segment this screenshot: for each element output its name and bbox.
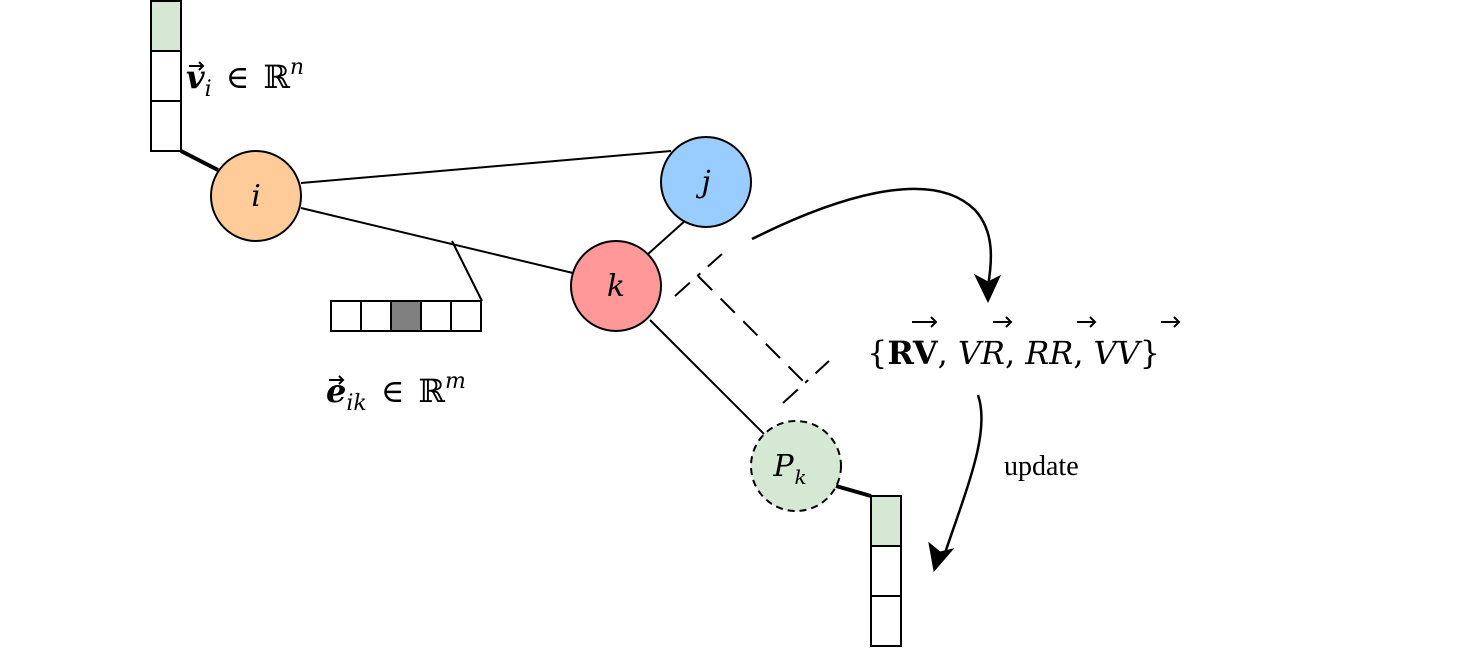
node-pk-circle <box>750 420 842 512</box>
node-vector-cell-highlight <box>150 0 182 52</box>
bracket-bottom <box>782 360 830 404</box>
relation-vr-accent-icon <box>993 316 1013 328</box>
relation-rr: RR <box>1024 334 1073 372</box>
pk-vector-cell-highlight <box>870 495 902 547</box>
edge-vector-connector <box>451 240 483 302</box>
node-k: k <box>570 240 662 332</box>
node-k-circle <box>570 240 662 332</box>
node-vector-connector <box>180 149 219 172</box>
bracket-middle <box>697 275 807 385</box>
relation-rv: RV <box>887 334 938 372</box>
curved-arrow-to-set <box>751 187 993 287</box>
relation-rr-accent-icon <box>1077 316 1097 328</box>
pk-vector-cell <box>870 595 902 647</box>
node-i-label: i <box>251 179 261 214</box>
node-i-circle <box>210 150 302 242</box>
node-pk: Pk <box>750 420 842 512</box>
node-vector-accent-icon <box>189 61 205 71</box>
node-j: j <box>660 136 752 228</box>
curved-arrow-to-set-head-icon <box>973 273 1002 304</box>
update-label: update <box>1004 451 1079 482</box>
relation-set-formula: {RV, VR, RR, VV} <box>867 334 1160 372</box>
node-vector-column <box>150 0 182 152</box>
edge-vector-cell <box>330 300 362 332</box>
edge-vector-cell-highlight <box>390 300 422 332</box>
node-vector-label: vi∈ℝn ⃗ <box>186 55 304 102</box>
relation-set: {RV, VR, RR, VV} <box>867 334 1160 372</box>
node-vector-cell <box>150 50 182 102</box>
edge-vector-row <box>330 300 482 332</box>
pk-vector-column <box>870 495 902 647</box>
relation-vv-accent-icon <box>1161 316 1181 328</box>
edge-vector-cell <box>450 300 482 332</box>
edge-vector-cell <box>420 300 452 332</box>
node-pk-label: Pk <box>772 449 806 489</box>
update-arrow <box>943 394 983 554</box>
dashed-bracket <box>674 253 830 404</box>
edge-vector-cell <box>360 300 392 332</box>
edge-vector-formula: eik ∈ ℝm <box>326 369 466 416</box>
edge-i-j <box>300 150 672 184</box>
update-arrow-head-icon <box>928 541 955 573</box>
relation-rv-accent-icon <box>912 316 938 328</box>
pk-vector-connector <box>835 484 872 498</box>
edge-vector-accent-icon <box>329 375 345 385</box>
node-vector-cell <box>150 100 182 152</box>
node-vector-formula: vi ∈ ℝn <box>186 55 304 102</box>
relation-vv: VV <box>1094 334 1143 372</box>
edge-i-k <box>300 207 574 274</box>
relation-vr: VR <box>958 334 1005 372</box>
pk-vector-cell <box>870 545 902 597</box>
node-j-circle <box>660 136 752 228</box>
edge-k-pk <box>649 319 765 435</box>
node-i: i <box>210 150 302 242</box>
edge-vector-label: eik ∈ ℝm <box>326 369 466 416</box>
bracket-top <box>674 253 723 297</box>
edge-j-k <box>647 219 687 255</box>
node-k-label: k <box>607 269 625 304</box>
